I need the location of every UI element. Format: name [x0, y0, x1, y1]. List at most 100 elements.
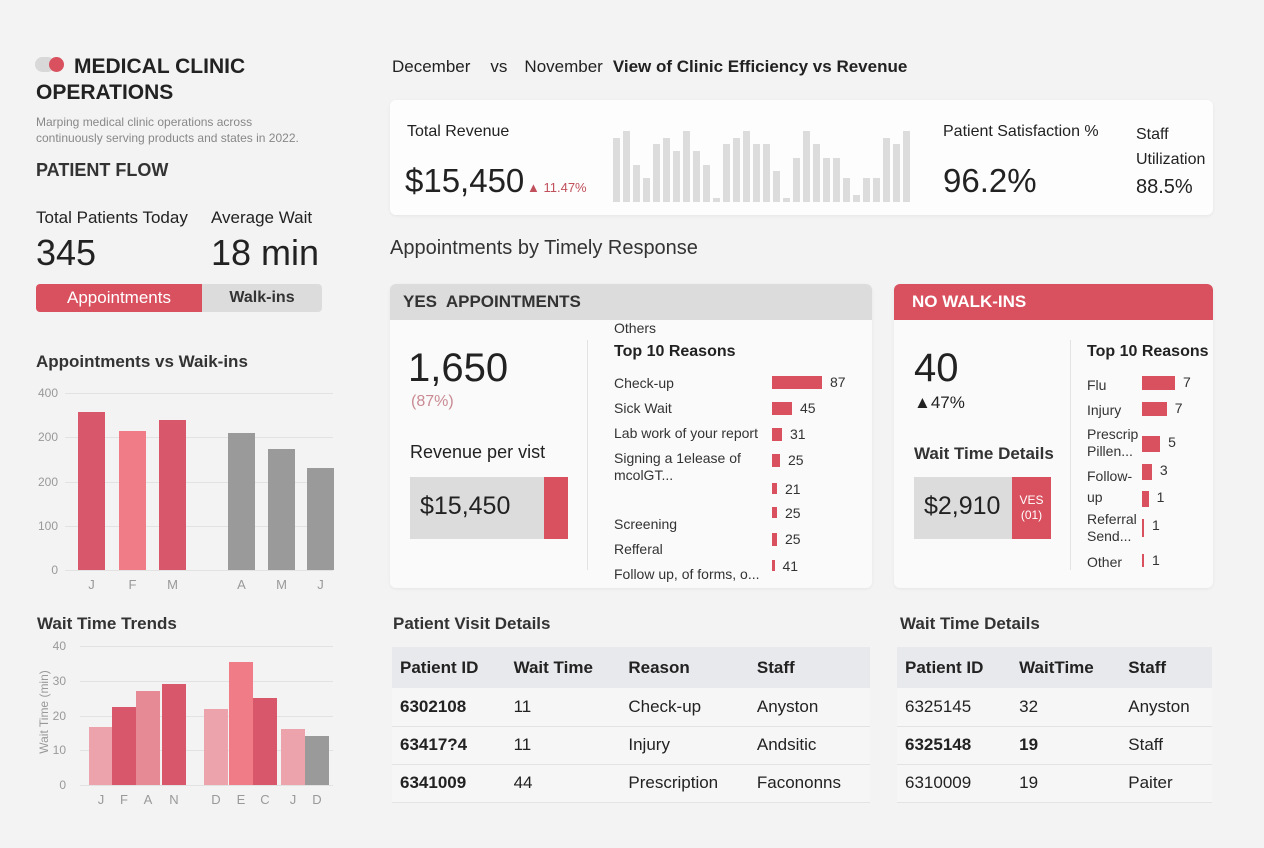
app-subtitle: Marping medical clinic operations across…	[36, 114, 299, 146]
x-tick-label: D	[312, 792, 322, 807]
patient-flow-heading: PATIENT FLOW	[36, 160, 169, 180]
gridline	[65, 437, 333, 439]
table-cell: 19	[1011, 726, 1121, 765]
table-cell: Prescription	[620, 764, 749, 803]
visit-table-title: Patient Visit Details	[393, 614, 551, 633]
sparkline-bar	[813, 144, 820, 202]
table-cell: 6325148	[897, 726, 1012, 765]
toggle-appointments[interactable]: Appointments	[36, 284, 202, 312]
reason-bar	[1142, 519, 1144, 537]
revenue-value: $15,450	[405, 162, 525, 199]
gridline	[80, 646, 333, 647]
table-header-row: Patient ID WaitTime Staff	[897, 647, 1212, 688]
reason-value: 45	[800, 400, 816, 416]
reason-label: Sick Wait	[614, 400, 672, 416]
period-december[interactable]: December	[392, 57, 471, 76]
reason-label: Others	[614, 320, 657, 336]
x-tick-label: M	[167, 577, 178, 592]
sparkline-bar	[873, 177, 880, 202]
sparkline-bar	[843, 177, 850, 202]
reason-label: Other	[1087, 554, 1123, 570]
page-title: View of Clinic Efficiency vs Revenue	[612, 57, 908, 76]
divider	[587, 340, 588, 570]
reason-label: Follow up, of forms, o...	[614, 566, 760, 582]
chart1-title: Appointments vs Waik-ins	[36, 352, 248, 371]
badge-line-1: VES	[1019, 493, 1044, 507]
no-change: ▲47%	[914, 393, 965, 412]
yes-panel-header: YES APPOINTMENTS	[390, 284, 872, 320]
x-tick-label: D	[211, 792, 221, 807]
reason-value: 3	[1159, 462, 1168, 478]
table-row[interactable]: 6302108 11 Check-up Anyston	[392, 688, 870, 727]
no-panel-header: NO WALK-INS	[894, 284, 1213, 320]
no-reasons-title: Top 10 Reasons	[1087, 343, 1209, 360]
sparkline-bar	[673, 151, 680, 202]
period-november[interactable]: November	[524, 57, 603, 76]
gridline	[80, 680, 333, 682]
table-cell: Anyston	[1120, 688, 1212, 727]
reason-value: 41	[782, 558, 799, 574]
reason-label: Check-up	[614, 375, 674, 391]
reason-value: 25	[788, 452, 804, 468]
column-header[interactable]: Staff	[1120, 647, 1212, 688]
reason-bar	[772, 507, 777, 518]
column-header[interactable]: Staff	[748, 647, 870, 688]
sparkline-bar	[703, 164, 710, 202]
no-walkins-panel: NO WALK-INS 40 ▲47% Wait Time Details $2…	[894, 284, 1213, 588]
rpv-value: $15,450	[420, 492, 511, 520]
y-tick-label: 200	[37, 474, 58, 489]
no-value: 40	[914, 346, 959, 390]
y-tick-label: 20	[52, 708, 66, 723]
total-patients-label: Total Patients Today	[36, 208, 188, 227]
reason-value: 7	[1174, 400, 1183, 416]
sparkline-bar	[623, 131, 630, 202]
y-tick-label: 0	[51, 563, 58, 577]
table-cell: 44	[505, 764, 621, 803]
table-row[interactable]: 6341009 44 Prescription Facononns	[392, 764, 870, 803]
sparkline-bar	[733, 137, 740, 202]
reason-label: Flu	[1087, 377, 1107, 393]
wait-time-table: Patient ID WaitTime Staff 6325145 32 Anyston 6…	[897, 647, 1212, 803]
y-tick-label: 200	[37, 430, 58, 445]
column-header[interactable]: Patient ID	[392, 647, 506, 688]
x-tick-label: M	[276, 577, 287, 592]
table-row[interactable]: 63417?4 11 Injury Andsitic	[392, 726, 870, 765]
toggle-walk-ins[interactable]: Walk-ins	[202, 284, 322, 312]
staff-label-2: Utilization	[1136, 151, 1206, 168]
table-row[interactable]: 6310009 19 Paiter	[897, 764, 1212, 803]
sparkline-bar	[853, 194, 860, 202]
rpv-label: Revenue per vist	[410, 442, 546, 462]
column-header[interactable]: Patient ID	[897, 647, 1012, 688]
revenue-change: ▲ 11.47%	[527, 180, 587, 195]
revenue-label: Total Revenue	[407, 123, 510, 140]
sparkline-bar	[773, 171, 780, 202]
reason-label: Signing a 1elease of mcolGT...	[614, 450, 741, 483]
column-header[interactable]: WaitTime	[1011, 647, 1121, 688]
x-tick-label: F	[128, 577, 137, 592]
y-tick-label: 0	[59, 778, 66, 792]
column-header[interactable]: Reason	[620, 647, 749, 688]
wtd-box: $2,910 VES (01)	[914, 477, 1051, 539]
reason-label: Lab work of your report	[614, 425, 758, 441]
bar	[89, 726, 113, 785]
reason-bar	[1142, 491, 1149, 507]
column-header[interactable]: Wait Time	[505, 647, 621, 688]
reason-value: 31	[790, 426, 806, 442]
gridline	[65, 481, 333, 483]
bar	[119, 431, 146, 570]
sparkline-bar	[793, 157, 800, 202]
table-row[interactable]: 6325148 19 Staff	[897, 726, 1212, 765]
section-title: Appointments by Timely Response	[390, 237, 698, 259]
table-row[interactable]: 6325145 32 Anyston	[897, 688, 1212, 727]
divider	[1070, 340, 1071, 570]
table-cell: Anyston	[748, 688, 870, 727]
bar	[136, 691, 160, 785]
reason-value: 1	[1156, 489, 1165, 505]
y-tick-label: 40	[52, 639, 66, 653]
sparkline-bar	[683, 131, 690, 202]
total-patients-value: 345	[36, 232, 97, 273]
reason-value: 7	[1183, 374, 1191, 390]
gridline	[80, 785, 333, 786]
satisfaction-value: 96.2%	[943, 162, 1037, 199]
reason-label: Follow-	[1087, 468, 1133, 484]
